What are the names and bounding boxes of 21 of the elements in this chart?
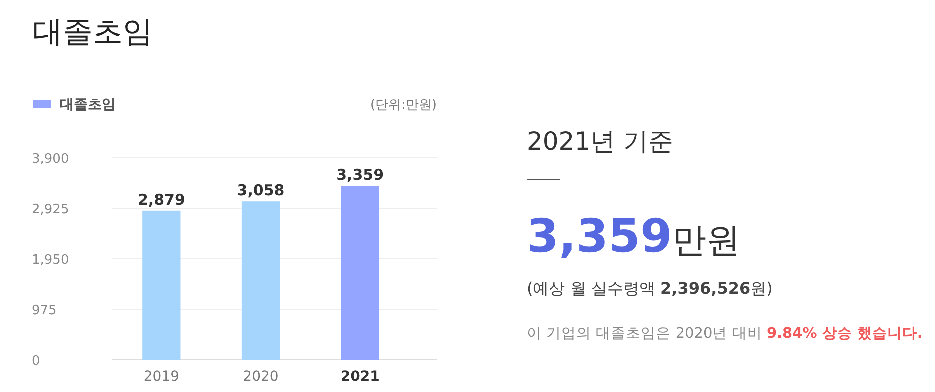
y-tick-label: 3,900 xyxy=(32,152,70,167)
y-tick-label: 1,950 xyxy=(32,253,70,268)
text: (예상 월 실수령액 2,396,526원) xyxy=(527,279,773,298)
data-label: 2,879 xyxy=(138,190,186,209)
legend-label: 대졸초임 xyxy=(60,97,116,113)
bar xyxy=(242,202,280,360)
bar xyxy=(341,186,380,360)
y-tick-label: 975 xyxy=(32,304,57,318)
data-label: 3,058 xyxy=(237,182,285,200)
x-tick-label: 2021 xyxy=(340,369,380,385)
text: 2021년 기준 xyxy=(527,127,674,156)
text: 이 기업의 대졸초임은 2020년 대비 9.84% 상승 했습니다. xyxy=(527,326,923,342)
chart-title: 대졸초임 xyxy=(33,15,153,50)
text: (단위:만원) xyxy=(370,98,437,113)
y-tick-label: 2,925 xyxy=(32,202,70,218)
bar xyxy=(142,210,181,360)
x-tick-label: 2020 xyxy=(243,369,279,385)
text: 3,359만원 xyxy=(527,209,741,263)
y-tick-label: 0 xyxy=(32,354,40,369)
x-tick-label: 2019 xyxy=(144,369,180,385)
data-label: 3,359 xyxy=(336,166,384,184)
